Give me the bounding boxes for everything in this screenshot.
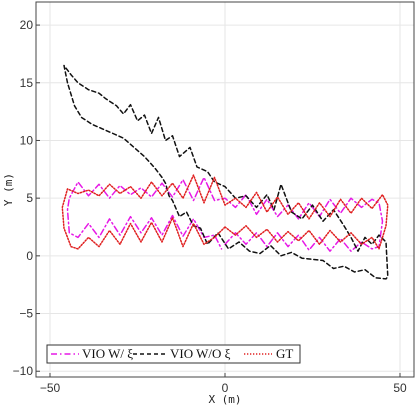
legend: VIO W/ ξ VIO W/O ξ GT — [46, 344, 301, 364]
y-tick-label: 5 — [26, 191, 33, 205]
x-axis-label: X (m) — [208, 393, 241, 406]
series-line-gt — [61, 174, 389, 250]
x-tick-label: 50 — [393, 381, 407, 395]
y-tick-label: −5 — [19, 307, 33, 321]
grid — [36, 2, 414, 377]
y-tick-label: −10 — [13, 364, 34, 378]
series-layer — [61, 64, 389, 280]
legend-box — [46, 344, 301, 364]
y-axis-label: Y (m) — [2, 173, 15, 206]
series-line-vio-with-xi — [66, 176, 384, 252]
y-tick-label: 0 — [26, 249, 33, 263]
legend-label-vio-without-xi: VIO W/O ξ — [170, 346, 231, 361]
y-tick-label: 20 — [20, 18, 34, 32]
legend-label-gt: GT — [276, 346, 293, 361]
y-tick-label: 10 — [20, 133, 34, 147]
x-tick-label: 0 — [222, 381, 229, 395]
y-tick-label: 15 — [20, 76, 34, 90]
series-line-vio-without-xi — [63, 64, 389, 280]
x-tick-label: −50 — [40, 381, 61, 395]
legend-label-vio-with-xi: VIO W/ ξ — [82, 346, 133, 361]
